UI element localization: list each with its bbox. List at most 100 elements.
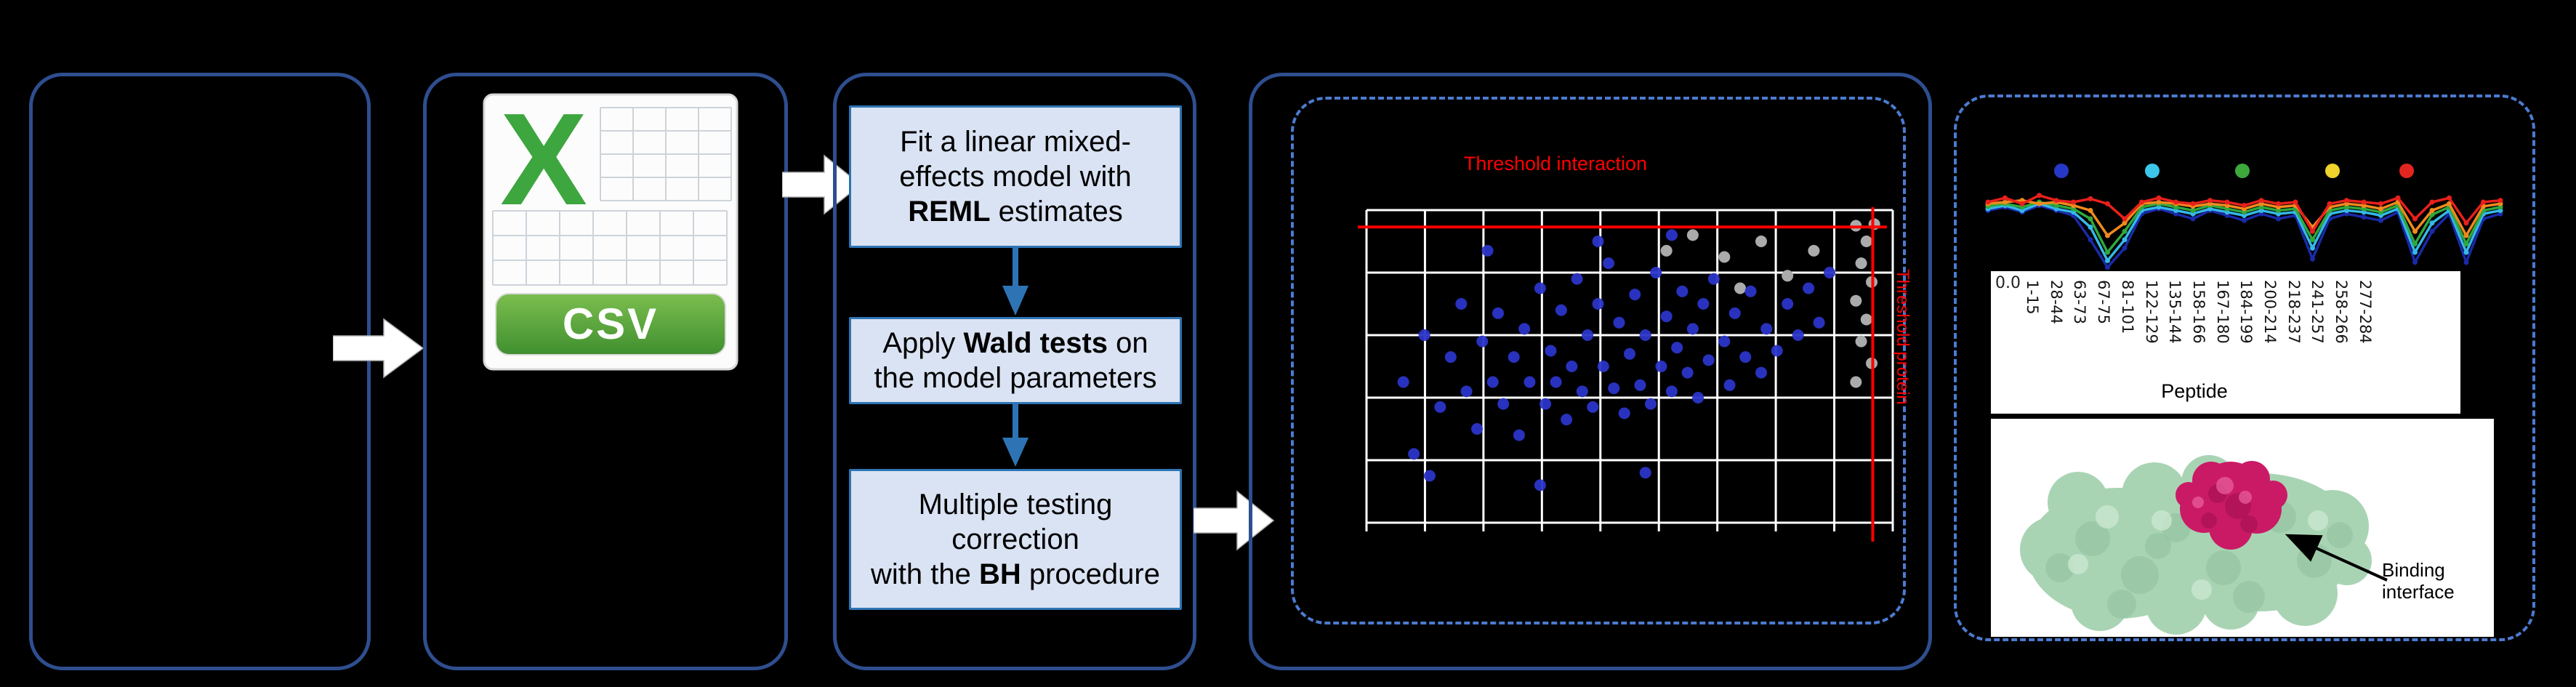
legend-dot: [2054, 164, 2069, 178]
scatter-point: [1539, 398, 1552, 410]
uptake-marker: [1985, 199, 1991, 205]
scatter-point: [1576, 385, 1588, 398]
binding-interface-label: Binding interface: [2382, 559, 2455, 603]
threshold-protein-label: Threshold protein: [1893, 269, 1912, 405]
flow-arrow-right-1-icon: [333, 318, 424, 379]
uptake-marker: [2463, 241, 2469, 246]
scatter-point: [1676, 285, 1689, 297]
uptake-marker: [2207, 198, 2213, 204]
uptake-marker: [2463, 220, 2469, 226]
uptake-marker: [2053, 198, 2059, 204]
volcano-plot: Threshold interaction Threshold protein: [1358, 153, 1912, 542]
flow-step-line: REML estimates: [908, 196, 1123, 228]
scatter-point: [1592, 236, 1604, 247]
uptake-marker: [2122, 237, 2128, 243]
scatter-point: [1665, 385, 1678, 398]
uptake-marker: [2447, 201, 2452, 206]
uptake-marker: [2105, 258, 2110, 263]
peptide-tick-label: 184-199: [2237, 280, 2255, 344]
panel-results: [1954, 95, 2535, 641]
scatter-point: [1618, 407, 1630, 419]
scatter-point: [1545, 345, 1557, 357]
scatter-point: [1803, 282, 1815, 294]
scatter-point: [1634, 379, 1646, 391]
uptake-marker: [2429, 208, 2435, 213]
flow-step-line: with the BH procedure: [871, 558, 1160, 590]
scatter-point: [1723, 379, 1736, 391]
peptide-axis-title: Peptide: [2161, 380, 2228, 402]
scatter-point: [1760, 323, 1773, 335]
scatter-point: [1744, 285, 1757, 297]
scatter-point: [1550, 376, 1562, 388]
uptake-marker: [2310, 245, 2315, 251]
scatter-point: [1408, 448, 1420, 460]
peptide-tick-label: 135-144: [2166, 280, 2184, 344]
peptide-tick-label: 63-73: [2071, 280, 2089, 325]
uptake-marker: [2344, 198, 2349, 204]
uptake-marker: [2071, 199, 2076, 205]
spreadsheet-grid: [492, 107, 732, 286]
uptake-marker: [2310, 237, 2315, 243]
panel-csv-file: [423, 73, 788, 670]
scatter-point: [1571, 273, 1583, 285]
scatter-point: [1492, 307, 1504, 319]
uptake-marker: [2378, 206, 2383, 212]
csv-banner-label: CSV: [563, 300, 659, 348]
panel-statistical-workflow: [833, 73, 1196, 670]
uptake-marker: [2105, 233, 2110, 238]
uptake-marker: [2105, 249, 2110, 255]
scatter-point: [1508, 351, 1520, 363]
flow-arrow-right-2-icon: [782, 154, 862, 215]
scatter-point-excluded: [1734, 282, 1747, 294]
uptake-marker: [2122, 245, 2128, 251]
uptake-marker: [2190, 208, 2196, 213]
scatter-point: [1624, 347, 1635, 360]
uptake-marker: [2361, 214, 2367, 220]
peptide-tick-label: 158-166: [2189, 280, 2207, 344]
uptake-marker: [2463, 260, 2469, 265]
scatter-point: [1771, 345, 1783, 357]
uptake-marker: [2156, 195, 2162, 201]
uptake-marker: [2412, 241, 2418, 246]
uptake-marker: [2429, 199, 2435, 205]
scatter-point: [1555, 304, 1567, 316]
uptake-marker: [2276, 201, 2281, 206]
scatter-point-excluded: [1855, 335, 1867, 347]
scatter-point-excluded: [1850, 294, 1862, 307]
scatter-point: [1613, 316, 1625, 329]
scatter-point: [1665, 229, 1678, 241]
uptake-line-chart: [1985, 164, 2503, 270]
uptake-marker: [2088, 196, 2093, 201]
flow-step-line: effects model with: [899, 161, 1132, 193]
scatter-point: [1460, 385, 1473, 398]
scatter-point: [1639, 467, 1651, 479]
flow-step-line: Fit a linear mixed-: [900, 126, 1131, 158]
peptide-tick-label: 200-214: [2261, 280, 2279, 344]
uptake-marker: [2190, 216, 2196, 222]
csv-banner: CSV: [495, 293, 726, 355]
scatter-point: [1497, 398, 1510, 410]
step-wald-tests: Apply Wald tests on the model parameters: [849, 317, 1182, 404]
uptake-marker: [2019, 201, 2025, 206]
uptake-marker: [2242, 203, 2247, 209]
uptake-marker: [2497, 198, 2503, 204]
uptake-marker: [2156, 199, 2162, 205]
uptake-marker: [2378, 217, 2383, 223]
scatter-point: [1824, 267, 1836, 278]
scatter-point: [1660, 310, 1673, 323]
scatter-point: [1518, 323, 1531, 335]
uptake-marker: [2378, 201, 2383, 206]
legend-dot: [2145, 164, 2160, 178]
uptake-marker: [2088, 225, 2093, 230]
scatter-point: [1587, 401, 1599, 413]
excel-x-logo: X: [500, 92, 587, 233]
binding-interface-patch: [2175, 461, 2287, 550]
uptake-marker: [2463, 233, 2469, 238]
scatter-point: [1566, 361, 1578, 372]
uptake-marker: [2481, 199, 2486, 205]
peptide-tick-label: 218-237: [2285, 280, 2303, 344]
scatter-point: [1639, 329, 1651, 341]
uptake-marker: [2037, 201, 2042, 206]
scatter-point: [1697, 298, 1710, 310]
